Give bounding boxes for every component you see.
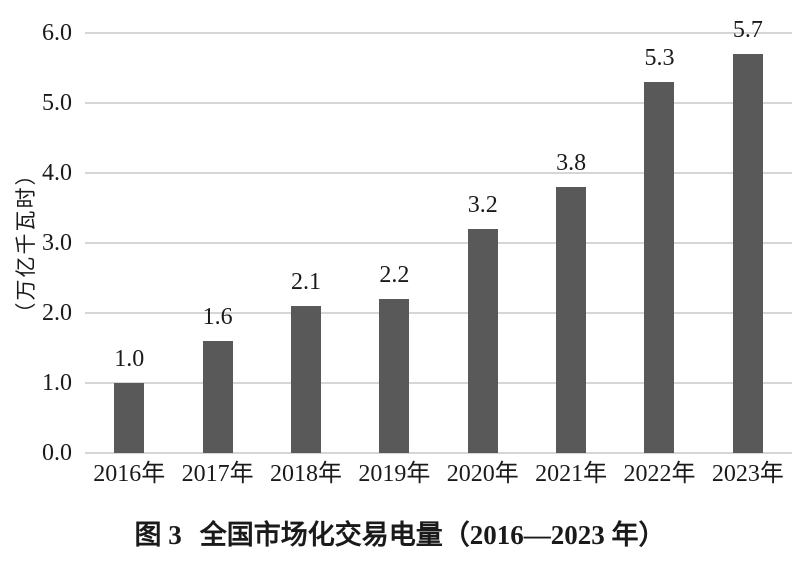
gridline-y-0.0: [85, 452, 792, 454]
bar-2020年: [467, 229, 498, 453]
gridline-y-5.0: [85, 102, 792, 104]
y-tick-label: 1.0: [42, 370, 72, 396]
bar-2022年: [644, 82, 675, 453]
y-tick-label: 6.0: [42, 20, 72, 46]
x-tick-label: 2021年: [535, 461, 608, 487]
gridline-y-2.0: [85, 312, 792, 314]
x-tick-label: 2018年: [269, 461, 342, 487]
y-tick-label: 0.0: [42, 440, 72, 466]
bar-value-label: 1.6: [202, 304, 233, 330]
gridline-y-3.0: [85, 242, 792, 244]
x-tick-label: 2022年: [623, 461, 696, 487]
gridline-y-1.0: [85, 382, 792, 384]
bar-2017年: [202, 341, 233, 453]
x-tick-label: 2017年: [181, 461, 254, 487]
bar-value-label: 5.7: [732, 17, 763, 43]
bar-value-label: 3.2: [467, 192, 498, 218]
bar-2021年: [556, 187, 587, 453]
x-tick-label: 2020年: [446, 461, 519, 487]
figure-caption-text: 全国市场化交易电量（2016—2023 年）: [199, 520, 666, 550]
x-tick-label: 2016年: [93, 461, 166, 487]
bar-value-label: 1.0: [114, 346, 145, 372]
y-tick-label: 3.0: [42, 230, 72, 256]
figure-caption: 图 3 全国市场化交易电量（2016—2023 年）: [0, 513, 800, 552]
bar-2023年: [732, 54, 763, 453]
x-tick-label: 2023年: [711, 461, 784, 487]
x-tick-label: 2019年: [358, 461, 431, 487]
bar-value-label: 2.2: [379, 262, 410, 288]
bar-value-label: 3.8: [556, 150, 587, 176]
bar-value-label: 5.3: [644, 45, 675, 71]
y-tick-label: 4.0: [42, 160, 72, 186]
plot-area: [85, 32, 792, 454]
gridline-y-4.0: [85, 172, 792, 174]
bar-2018年: [290, 306, 321, 453]
bar-2019年: [379, 299, 410, 453]
y-tick-label: 5.0: [42, 90, 72, 116]
gridline-y-6.0: [85, 32, 792, 34]
bar-2016年: [114, 383, 145, 453]
figure-caption-label: 图 3: [134, 520, 182, 550]
bar-value-label: 2.1: [290, 269, 321, 295]
y-tick-label: 2.0: [42, 300, 72, 326]
